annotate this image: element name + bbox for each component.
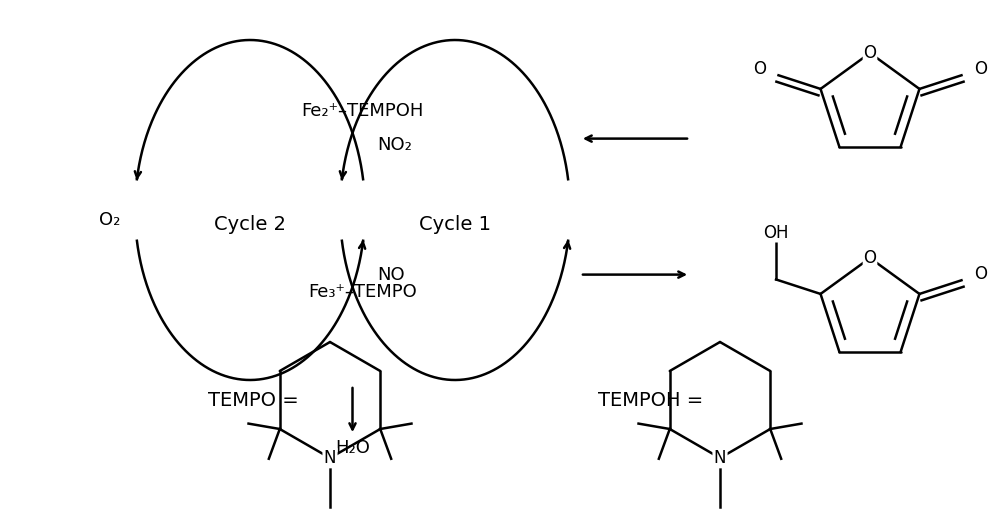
Text: O: O bbox=[864, 44, 876, 62]
Text: TEMPO =: TEMPO = bbox=[208, 391, 299, 410]
Text: NO: NO bbox=[377, 266, 405, 284]
Text: O₂: O₂ bbox=[99, 211, 120, 229]
Text: O: O bbox=[864, 249, 876, 267]
Text: TEMPOH =: TEMPOH = bbox=[598, 391, 703, 410]
Text: O: O bbox=[974, 60, 987, 78]
Text: Cycle 1: Cycle 1 bbox=[419, 216, 491, 234]
Text: H₂O: H₂O bbox=[335, 439, 370, 457]
Text: N: N bbox=[324, 449, 336, 467]
Text: O: O bbox=[974, 265, 987, 283]
Text: Fe₃⁺–TEMPO: Fe₃⁺–TEMPO bbox=[308, 283, 417, 301]
Text: OH: OH bbox=[763, 224, 789, 242]
Text: O: O bbox=[753, 60, 766, 78]
Text: N: N bbox=[714, 449, 726, 467]
Text: Fe₂⁺–TEMPOH: Fe₂⁺–TEMPOH bbox=[301, 102, 424, 120]
Text: Cycle 2: Cycle 2 bbox=[214, 216, 286, 234]
Text: NO₂: NO₂ bbox=[377, 136, 412, 155]
